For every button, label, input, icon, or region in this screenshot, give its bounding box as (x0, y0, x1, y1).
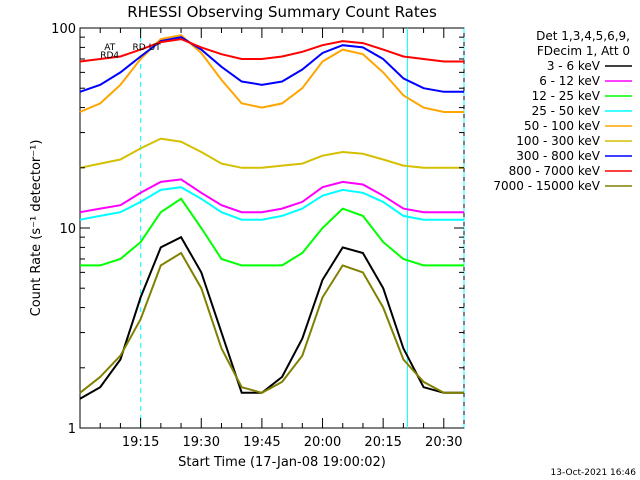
series-group (79, 34, 464, 400)
footer-timestamp: 13-Oct-2021 16:46 (551, 468, 637, 478)
legend-label-4: 50 - 100 keV (524, 119, 601, 133)
series-line-5 (79, 137, 464, 169)
y-axis-label: Count Rate (s⁻¹ detector⁻¹) (29, 140, 44, 317)
attenuator-label-0: AT (104, 43, 115, 53)
legend-label-5: 100 - 300 keV (516, 134, 600, 148)
series-line-0 (79, 235, 464, 400)
legend-label-7: 800 - 7000 keV (509, 164, 601, 178)
x-tick-label-2: 19:45 (243, 435, 280, 450)
series-line-6 (79, 36, 464, 93)
legend-label-2: 12 - 25 keV (532, 89, 601, 103)
legend-header-1: FDecim 1, Att 0 (537, 44, 630, 58)
legend-label-3: 25 - 50 keV (532, 104, 601, 118)
legend: Det 1,3,4,5,6,9,FDecim 1, Att 03 - 6 keV… (493, 29, 632, 193)
x-axis: 19:15 19:30 19:45 20:00 20:15 20:30 (99, 28, 463, 450)
series-line-7 (79, 38, 464, 63)
x-tick-label-1: 19:30 (183, 435, 220, 450)
plot-frame (79, 27, 465, 429)
x-tick-label-0: 19:15 (122, 435, 159, 450)
y-tick-label-0: 1 (68, 422, 76, 437)
y-tick-label-2: 100 (51, 22, 76, 37)
chart-title: RHESSI Observing Summary Count Rates (127, 3, 437, 21)
series-line-4 (79, 34, 464, 113)
legend-label-0: 3 - 6 keV (547, 59, 601, 73)
legend-label-8: 7000 - 15000 keV (493, 179, 600, 193)
legend-label-6: 300 - 800 keV (516, 149, 600, 163)
attenuator-label-2: RD4 (100, 51, 119, 61)
attenuator-label-1: RD (133, 43, 146, 53)
y-tick-label-1: 10 (59, 222, 76, 237)
attenuator-label-3: UT (149, 43, 162, 53)
series-line-8 (79, 251, 464, 394)
legend-header-0: Det 1,3,4,5,6,9, (536, 29, 630, 43)
series-line-3 (79, 186, 464, 221)
legend-label-1: 6 - 12 keV (539, 74, 601, 88)
x-axis-label: Start Time (17-Jan-08 19:00:02) (178, 455, 386, 470)
x-tick-label-4: 20:15 (364, 435, 401, 450)
attenuator-labels: AT RD RD4 UT (100, 43, 161, 61)
x-tick-label-5: 20:30 (425, 435, 462, 450)
series-line-2 (80, 197, 464, 267)
y-axis: 1 10 100 (51, 22, 464, 437)
x-tick-label-3: 20:00 (304, 435, 341, 450)
series-line-1 (79, 178, 464, 214)
